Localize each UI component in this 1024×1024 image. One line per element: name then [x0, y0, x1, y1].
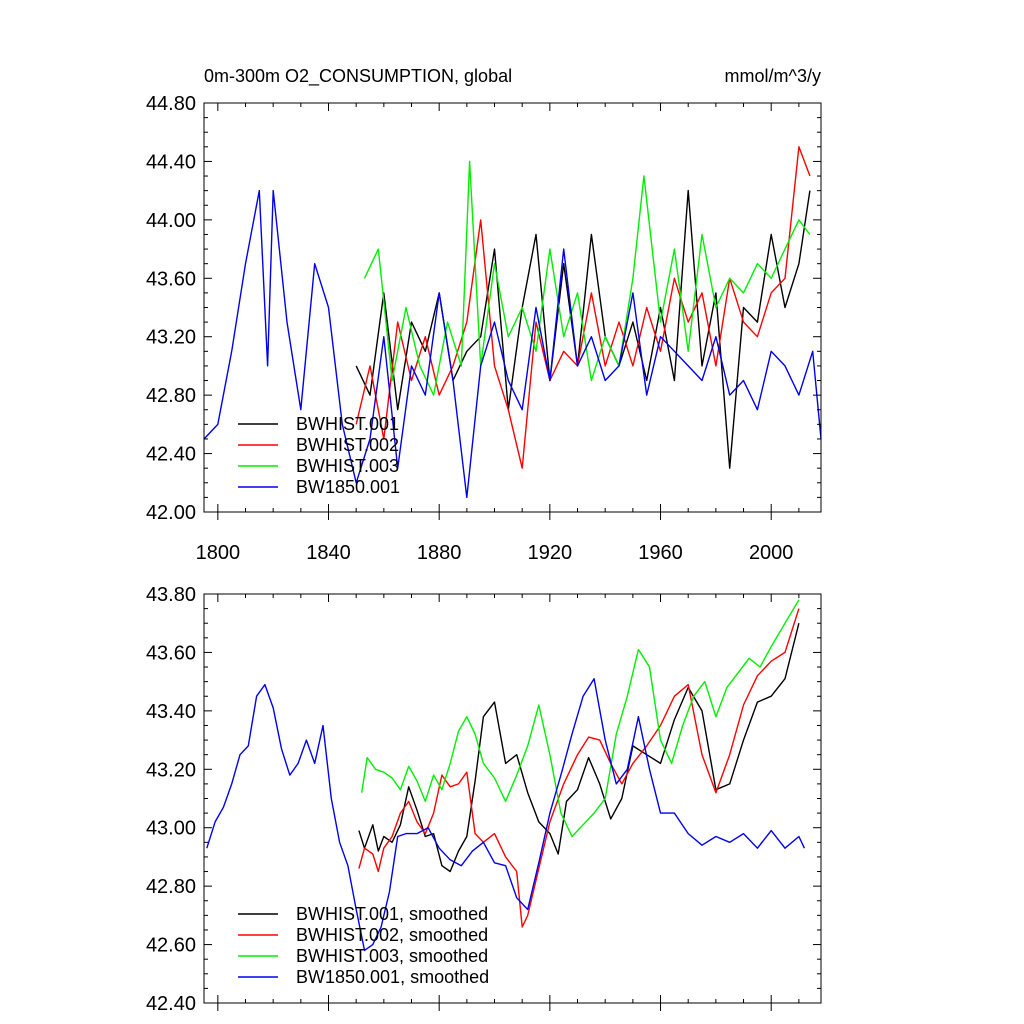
bottom-chart-series-line-3 [361, 599, 800, 838]
top-chart-legend-label-2: BWHIST.002 [296, 435, 399, 455]
top-chart-y-tick-label: 42.00 [146, 502, 196, 524]
bottom-chart-series-line-2 [358, 608, 800, 928]
bottom-chart-y-tick-label: 42.40 [146, 993, 196, 1015]
top-chart-y-tick-label: 44.40 [146, 151, 196, 173]
top-chart-y-tick-label: 44.00 [146, 210, 196, 232]
top-chart-series-line-3 [363, 160, 811, 396]
top-chart-y-tick-label: 43.20 [146, 327, 196, 349]
top-chart-x-tick-label: 1800 [196, 542, 241, 564]
top-chart-title: 0m-300m O2_CONSUMPTION, global [204, 66, 512, 87]
bottom-chart-series-line-4 [206, 678, 806, 952]
top-chart-x-tick-label: 1880 [417, 542, 462, 564]
bottom-chart-legend-label-4: BW1850.001, smoothed [296, 967, 489, 987]
bottom-chart-series-line-1 [358, 623, 800, 873]
bottom-chart: 42.40 42.60 42.80 43.00 43.20 43.40 43.60 43.80… [146, 584, 822, 1015]
bottom-chart-series-layer [206, 599, 806, 952]
bottom-chart-y-tick-label: 42.80 [146, 876, 196, 898]
top-chart-y-tick-label: 42.40 [146, 444, 196, 466]
top-chart-y-tick-label: 44.80 [146, 93, 196, 115]
bottom-chart-legend-label-1: BWHIST.001, smoothed [296, 904, 488, 924]
top-chart: 0m-300m O2_CONSUMPTION, global mmol/m^3/… [146, 66, 822, 564]
bottom-chart-y-tick-label: 43.40 [146, 701, 196, 723]
bottom-chart-legend-label-2: BWHIST.002, smoothed [296, 925, 488, 945]
top-chart-axes: 42.00 42.40 42.80 43.20 43.60 44.00 44.40 44.80… [146, 93, 822, 564]
top-chart-series-line-2 [355, 146, 811, 469]
top-chart-y-tick-label: 42.80 [146, 385, 196, 407]
bottom-chart-y-tick-label: 43.60 [146, 642, 196, 664]
top-chart-x-tick-label: 2000 [749, 542, 794, 564]
bottom-chart-axes: 42.40 42.60 42.80 43.00 43.20 43.40 43.60 43.80 [146, 584, 822, 1015]
top-chart-legend-label-3: BWHIST.003 [296, 456, 399, 476]
top-chart-y-tick-label: 43.60 [146, 268, 196, 290]
top-chart-x-tick-label: 1840 [306, 542, 351, 564]
top-chart-series-line-4 [203, 189, 822, 499]
top-chart-series-layer [203, 146, 822, 499]
bottom-chart-y-tick-label: 43.20 [146, 759, 196, 781]
bottom-chart-legend-label-3: BWHIST.003, smoothed [296, 946, 488, 966]
top-chart-legend-label-1: BWHIST.001 [296, 414, 399, 434]
top-chart-x-tick-label: 1960 [638, 542, 683, 564]
top-chart-units: mmol/m^3/y [725, 66, 821, 86]
bottom-chart-y-tick-label: 43.00 [146, 818, 196, 840]
bottom-chart-y-tick-label: 42.60 [146, 935, 196, 957]
bottom-chart-y-tick-label: 43.80 [146, 584, 196, 606]
top-chart-legend-label-4: BW1850.001 [296, 477, 400, 497]
top-chart-x-tick-label: 1920 [528, 542, 573, 564]
